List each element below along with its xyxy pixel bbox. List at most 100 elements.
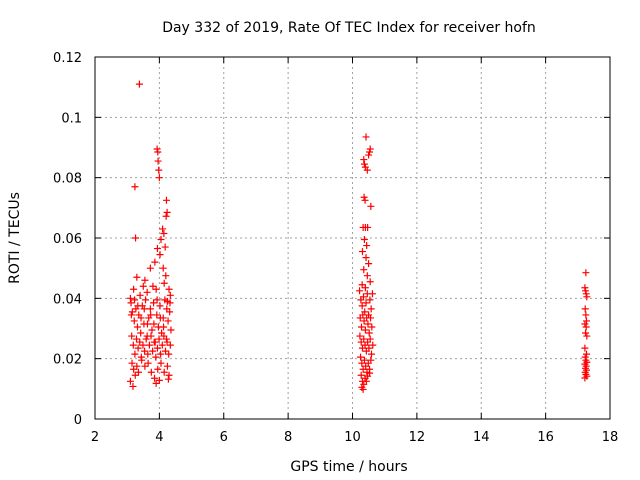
data-point	[137, 314, 145, 322]
data-point	[363, 272, 371, 280]
data-point	[366, 145, 374, 153]
x-tick-label: 12	[409, 430, 426, 445]
data-point	[582, 323, 590, 331]
data-points	[126, 80, 591, 393]
data-point	[582, 269, 590, 277]
data-point	[127, 311, 135, 319]
data-point	[366, 148, 374, 156]
data-point	[364, 320, 372, 328]
data-point	[153, 311, 161, 319]
data-point	[165, 350, 173, 358]
data-point	[360, 335, 368, 343]
data-point	[142, 335, 150, 343]
data-point	[134, 344, 142, 352]
y-tick-label: 0.12	[53, 51, 82, 66]
data-point	[365, 329, 373, 337]
data-point	[360, 193, 368, 201]
data-point	[147, 311, 155, 319]
data-point	[147, 332, 155, 340]
data-point	[359, 311, 367, 319]
data-point	[367, 356, 375, 364]
data-point	[147, 368, 155, 376]
data-point	[139, 282, 147, 290]
data-point	[356, 332, 364, 340]
data-point	[367, 202, 375, 210]
x-tick-label: 8	[284, 430, 292, 445]
data-point	[157, 359, 165, 367]
data-point	[136, 291, 144, 299]
data-point	[133, 273, 141, 281]
data-point	[154, 365, 162, 373]
data-point	[135, 80, 143, 88]
data-point	[149, 282, 157, 290]
data-point	[134, 368, 142, 376]
x-tick-label: 4	[155, 430, 163, 445]
data-point	[129, 382, 137, 390]
x-tick-label: 2	[91, 430, 99, 445]
data-point	[131, 350, 139, 358]
data-point	[363, 166, 371, 174]
axis-ticks	[94, 56, 611, 420]
data-point	[582, 329, 590, 337]
x-tick-label: 18	[602, 430, 619, 445]
data-point	[582, 287, 590, 295]
data-point	[362, 254, 370, 262]
data-point	[156, 251, 164, 259]
data-point	[369, 341, 377, 349]
data-point	[139, 341, 147, 349]
data-point	[152, 379, 160, 387]
data-point	[152, 285, 160, 293]
data-point	[583, 332, 591, 340]
data-point	[162, 212, 170, 220]
data-point	[128, 308, 136, 316]
data-point	[155, 166, 163, 174]
data-point	[368, 323, 376, 331]
data-point	[162, 272, 170, 280]
data-point	[362, 299, 370, 307]
data-point	[142, 296, 150, 304]
data-point	[583, 293, 591, 301]
data-point	[136, 338, 144, 346]
data-point	[356, 287, 364, 295]
data-point	[358, 281, 366, 289]
y-tick-label: 0.04	[53, 292, 82, 307]
x-tick-label: 16	[537, 430, 554, 445]
data-point	[360, 266, 368, 274]
data-point	[359, 293, 367, 301]
data-point	[167, 326, 175, 334]
x-tick-label: 14	[473, 430, 490, 445]
data-point	[368, 290, 376, 298]
data-point	[154, 157, 162, 165]
data-point	[143, 320, 151, 328]
data-point	[163, 338, 171, 346]
data-point	[360, 236, 368, 244]
data-point	[365, 260, 373, 268]
data-point	[160, 279, 168, 287]
data-point	[360, 160, 368, 168]
data-point	[130, 285, 138, 293]
data-point	[150, 320, 158, 328]
data-point	[153, 145, 161, 153]
y-tick-label: 0.02	[53, 353, 82, 368]
data-point	[157, 236, 165, 244]
data-point	[144, 359, 152, 367]
data-point	[362, 377, 370, 385]
data-point	[140, 305, 148, 313]
x-tick-label: 6	[220, 430, 228, 445]
data-point	[366, 369, 374, 377]
y-tick-label: 0.08	[53, 172, 82, 187]
data-point	[360, 156, 368, 164]
data-point	[366, 335, 374, 343]
data-point	[161, 243, 169, 251]
data-point	[152, 353, 160, 361]
data-point	[154, 148, 162, 156]
data-point	[163, 305, 171, 313]
data-point	[582, 290, 590, 298]
data-point	[160, 323, 168, 331]
x-axis-label: GPS time / hours	[290, 459, 407, 475]
data-point	[144, 350, 152, 358]
data-point	[364, 223, 372, 231]
y-axis-tick-labels: 0 0.02 0.04 0.06 0.08 0.1 0.12	[53, 51, 82, 428]
data-point	[148, 326, 156, 334]
